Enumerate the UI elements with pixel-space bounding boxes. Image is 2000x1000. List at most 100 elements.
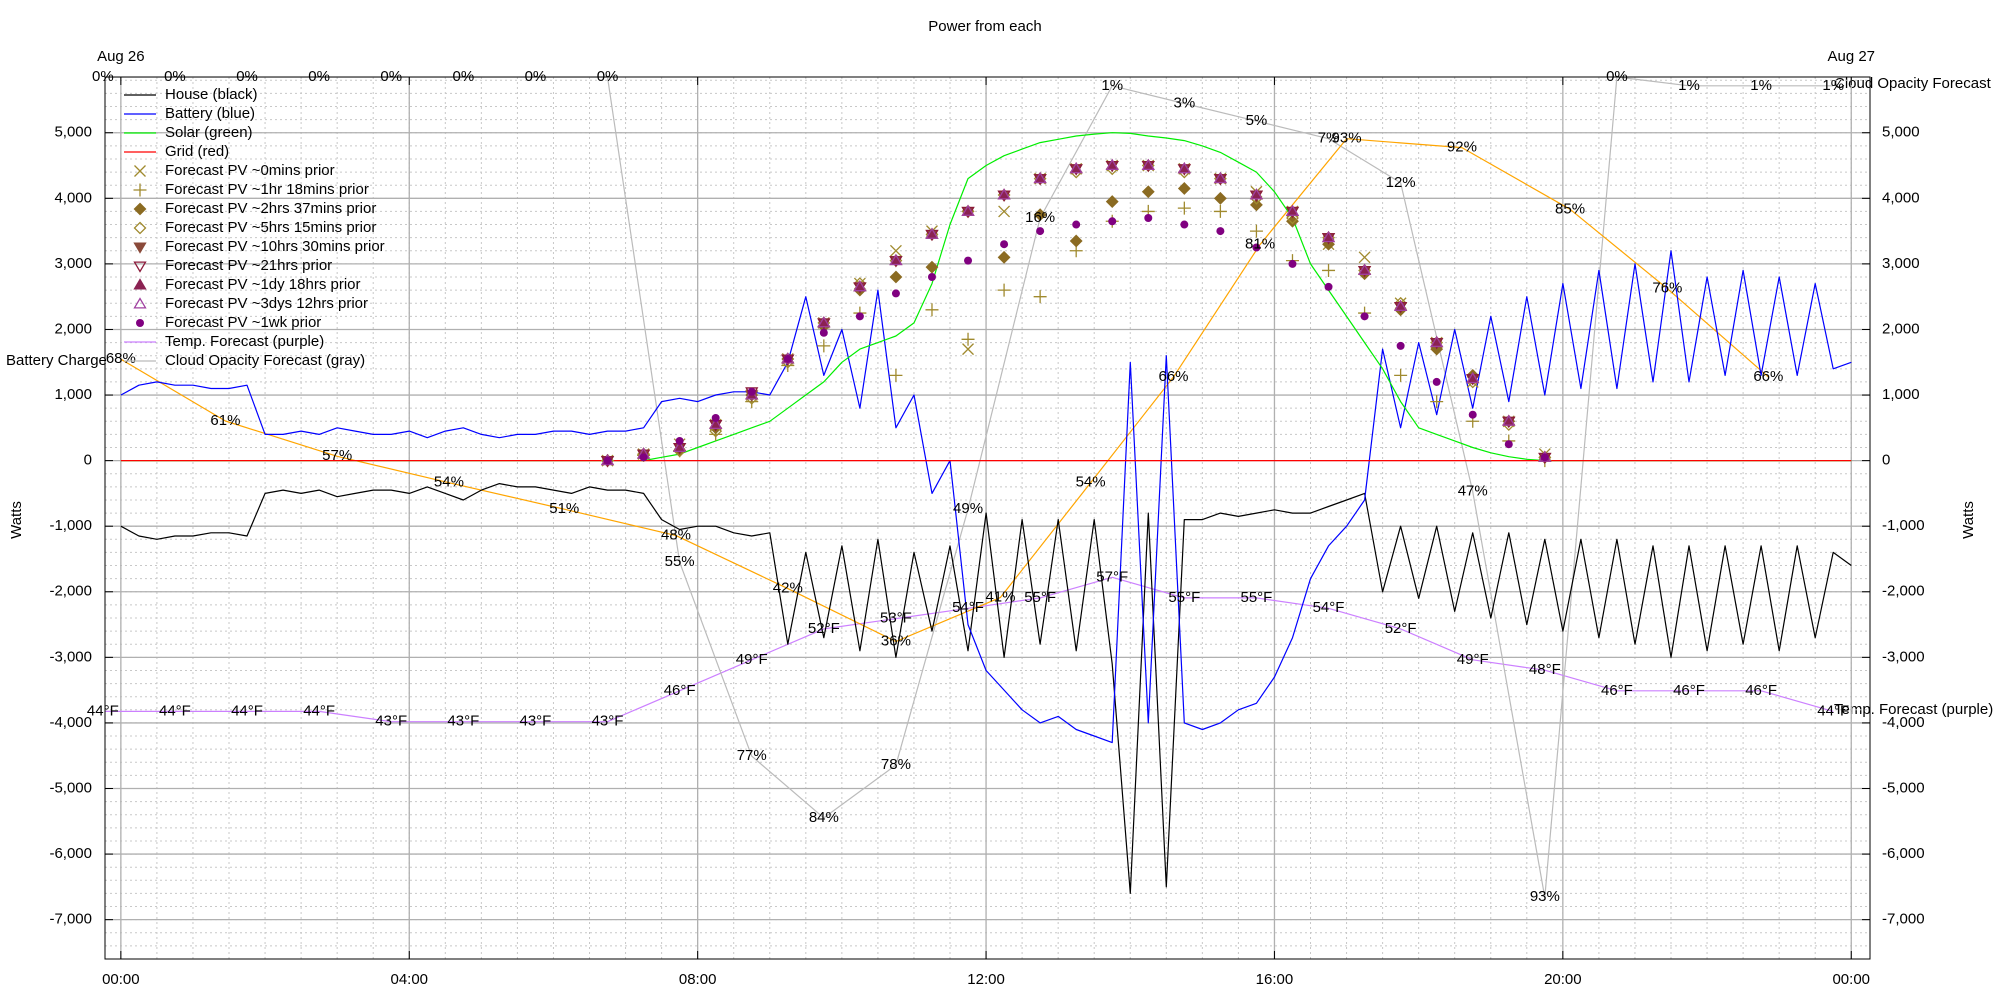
marker: [1393, 299, 1408, 312]
data-label: 42%: [773, 580, 803, 597]
marker: [927, 273, 936, 282]
marker: [639, 453, 648, 462]
data-label: 0%: [597, 68, 619, 85]
data-label: 0%: [92, 68, 114, 85]
marker: [136, 319, 144, 327]
y-tick-label: -4,000: [49, 714, 92, 731]
data-label: 43°F: [375, 713, 407, 730]
data-label: 54%: [1076, 474, 1106, 491]
marker: [1468, 410, 1477, 419]
axes: -7,000 -7,000 -6,000 -6,000 -5,000 -5,000 -4,0…: [49, 48, 1924, 988]
y2-tick-label: -1,000: [1882, 517, 1925, 534]
data-label: 52°F: [1385, 620, 1417, 637]
y-tick-label: -7,000: [49, 911, 92, 928]
data-label: 49%: [953, 500, 983, 517]
marker: [1321, 230, 1336, 243]
data-label: 55°F: [1024, 589, 1056, 606]
y2-tick-label: -6,000: [1882, 845, 1925, 862]
data-label: 84%: [809, 809, 839, 826]
marker: [1069, 234, 1083, 248]
marker: [889, 253, 903, 266]
legend-label: Forecast PV ~21hrs prior: [165, 257, 332, 274]
marker: [1141, 185, 1155, 199]
data-label: 44°F: [231, 702, 263, 719]
marker: [1540, 453, 1549, 462]
marker: [1036, 227, 1045, 236]
data-label: 43°F: [592, 713, 624, 730]
plot-area: [105, 77, 1852, 898]
x-tick-label: 12:00: [967, 971, 1005, 988]
legend-label: Grid (red): [165, 143, 229, 160]
data-label: 1%: [1101, 77, 1123, 94]
marker: [1033, 290, 1047, 304]
legend-label: House (black): [165, 86, 258, 103]
date-label: Aug 27: [1827, 48, 1875, 65]
marker: [819, 328, 828, 337]
marker: [1213, 171, 1228, 184]
y-tick-label: -2,000: [49, 583, 92, 600]
y2-axis-label: Watts: [1960, 501, 1977, 539]
data-label: 46°F: [1601, 682, 1633, 699]
data-label: 43°F: [447, 713, 479, 730]
data-label: 68%: [106, 350, 136, 367]
data-labels: 44°F 44°F 44°F 44°F 43°F 43°F 43°F 43°F 46°F 49°F…: [87, 68, 1849, 905]
marker: [962, 343, 974, 356]
marker: [134, 165, 146, 177]
data-label: 57°F: [1096, 568, 1128, 585]
data-label: 44°F: [159, 702, 191, 719]
legend-label: Forecast PV ~1dy 18hrs prior: [165, 276, 361, 293]
marker: [925, 260, 939, 274]
marker: [133, 261, 147, 273]
legend-label: Forecast PV ~2hrs 37mins prior: [165, 200, 376, 217]
y-tick-label: 4,000: [54, 189, 92, 206]
marker: [1177, 162, 1191, 174]
marker: [1177, 201, 1191, 215]
data-label: 46°F: [1673, 682, 1705, 699]
marker: [1286, 211, 1299, 225]
marker: [1213, 204, 1227, 218]
marker: [133, 202, 147, 216]
legend-label: Forecast PV ~10hrs 30mins prior: [165, 238, 385, 255]
marker: [925, 303, 939, 317]
marker: [711, 413, 720, 422]
marker: [1033, 171, 1047, 184]
y2-tick-label: 3,000: [1882, 255, 1920, 272]
legend-label: Forecast PV ~1hr 18mins prior: [165, 181, 369, 198]
legend-label: Temp. Forecast (purple): [165, 333, 324, 350]
marker: [1466, 371, 1480, 384]
marker: [817, 339, 831, 353]
marker: [1249, 224, 1263, 238]
data-label: 44°F: [303, 702, 335, 719]
legend-label: Forecast PV ~5hrs 15mins prior: [165, 219, 376, 236]
marker: [1033, 208, 1047, 222]
marker: [961, 332, 975, 346]
marker: [675, 436, 684, 445]
y-tick-label: -5,000: [49, 779, 92, 796]
data-label: 3%: [1173, 94, 1195, 111]
y2-tick-label: 1,000: [1882, 386, 1920, 403]
y-tick-label: 1,000: [54, 386, 92, 403]
data-label: 43°F: [520, 713, 552, 730]
marker: [1504, 440, 1513, 449]
y2-tick-label: 5,000: [1882, 124, 1920, 141]
marker: [1252, 243, 1261, 252]
y2-tick-label: -7,000: [1882, 911, 1925, 928]
y-tick-label: 0: [84, 452, 92, 469]
data-label: 0%: [164, 68, 186, 85]
legend-label: Forecast PV ~1wk prior: [165, 314, 321, 331]
data-label: 61%: [210, 412, 240, 429]
marker: [1213, 191, 1227, 205]
y2-tick-label: 0: [1882, 452, 1890, 469]
marker: [1358, 251, 1371, 264]
data-label: 0%: [1606, 68, 1628, 85]
marker: [1324, 282, 1333, 291]
data-label: 12%: [1386, 174, 1416, 191]
x-tick-label: 08:00: [679, 971, 717, 988]
data-label: 55°F: [1168, 589, 1200, 606]
data-label: 55°F: [1241, 589, 1273, 606]
data-label: 1%: [1750, 77, 1772, 94]
marker: [1180, 220, 1189, 229]
marker: [709, 417, 723, 430]
marker: [133, 242, 147, 254]
